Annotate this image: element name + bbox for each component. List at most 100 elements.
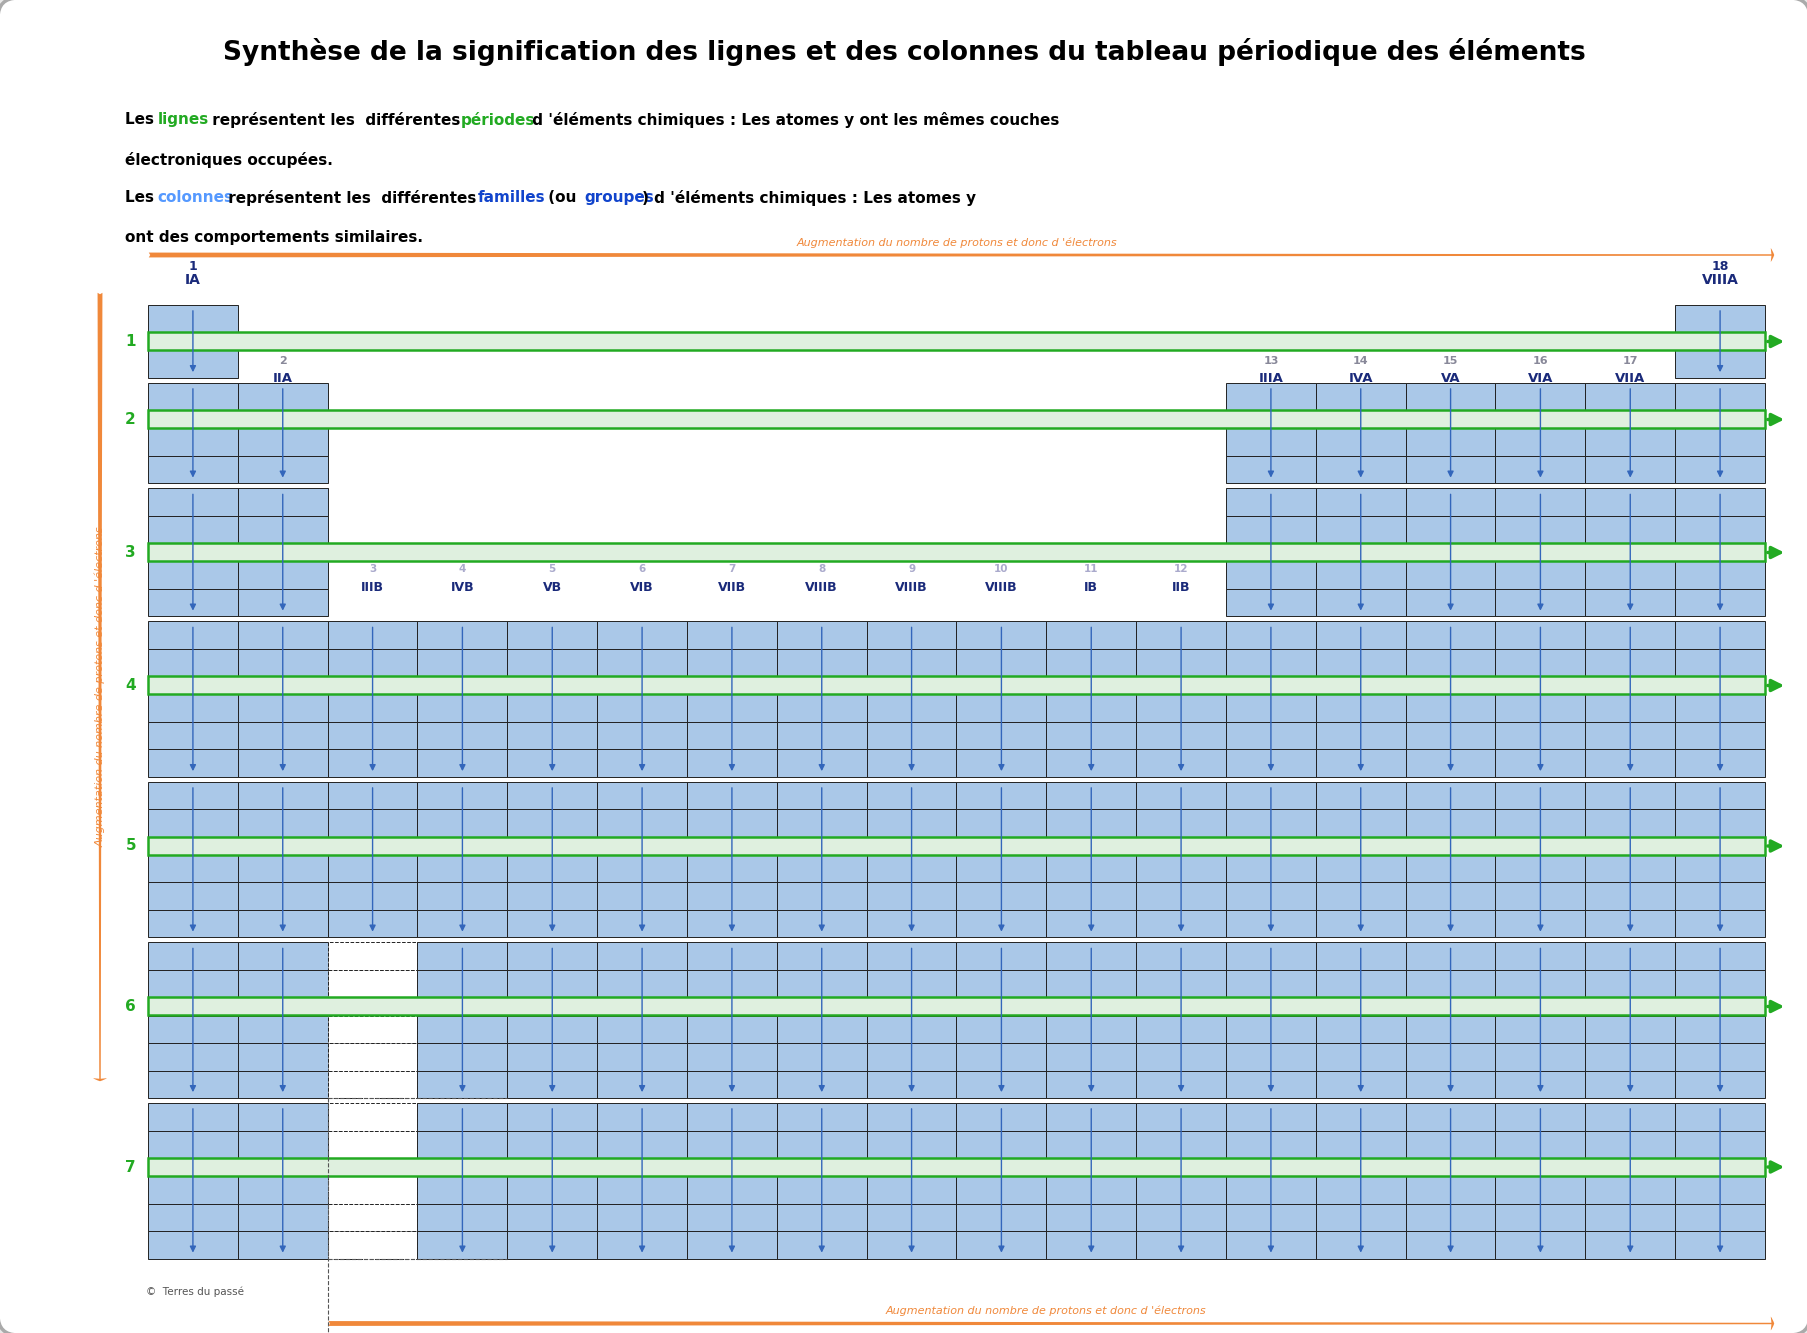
Bar	[148, 882, 239, 910]
Bar	[239, 488, 327, 516]
Bar	[239, 516, 327, 544]
Bar	[1585, 1042, 1675, 1070]
Text: 9: 9	[907, 564, 914, 575]
Text: VA: VA	[1440, 372, 1460, 385]
Bar	[1315, 694, 1404, 722]
Bar	[866, 809, 956, 837]
Bar	[1494, 722, 1585, 749]
Bar	[687, 1230, 777, 1258]
Bar	[148, 1016, 239, 1042]
Bar	[239, 561, 327, 589]
Bar	[777, 782, 866, 809]
Bar	[1585, 516, 1675, 544]
Bar	[1675, 589, 1764, 616]
Bar	[148, 621, 239, 649]
Bar	[1404, 809, 1494, 837]
Bar	[1315, 1102, 1404, 1130]
Bar	[1404, 749, 1494, 777]
Bar	[1494, 1070, 1585, 1098]
Bar	[508, 1230, 596, 1258]
Bar	[956, 942, 1046, 970]
Bar	[1494, 1230, 1585, 1258]
Bar	[1135, 1130, 1225, 1158]
Text: 4: 4	[459, 564, 466, 575]
Bar	[1135, 1176, 1225, 1204]
Text: Synthèse de la signification des lignes et des colonnes du tableau périodique de: Synthèse de la signification des lignes …	[222, 39, 1585, 67]
Bar	[1046, 1042, 1135, 1070]
Bar	[327, 1230, 417, 1258]
Bar	[866, 882, 956, 910]
Bar	[148, 782, 239, 809]
Bar	[1315, 882, 1404, 910]
Bar	[1675, 1070, 1764, 1098]
Text: 11: 11	[1084, 564, 1099, 575]
Bar	[508, 910, 596, 937]
Bar	[417, 882, 508, 910]
Text: 17: 17	[1621, 356, 1637, 365]
Bar	[1585, 782, 1675, 809]
Bar	[508, 722, 596, 749]
Text: colonnes: colonnes	[157, 191, 233, 205]
Text: 12: 12	[1173, 564, 1187, 575]
Bar	[148, 677, 1764, 694]
Bar	[1675, 561, 1764, 589]
Bar	[1494, 749, 1585, 777]
Bar	[239, 1130, 327, 1158]
Bar	[417, 1016, 508, 1042]
Bar	[1675, 621, 1764, 649]
Bar	[1404, 589, 1494, 616]
Bar	[596, 722, 687, 749]
Text: IIB: IIB	[1171, 581, 1189, 595]
Bar	[1315, 854, 1404, 882]
Text: Augmentation du nombre de protons et donc d 'électrons: Augmentation du nombre de protons et don…	[795, 237, 1117, 248]
Text: 5: 5	[548, 564, 555, 575]
Bar	[1225, 749, 1315, 777]
Bar	[777, 1176, 866, 1204]
Bar	[866, 1230, 956, 1258]
Text: 3: 3	[125, 545, 136, 560]
Bar	[239, 456, 327, 484]
Bar	[1046, 1102, 1135, 1130]
Text: IIIB: IIIB	[361, 581, 383, 595]
Text: Les: Les	[125, 191, 159, 205]
Bar	[1046, 1176, 1135, 1204]
Bar	[1494, 1204, 1585, 1230]
Bar	[1675, 1204, 1764, 1230]
Bar	[777, 882, 866, 910]
Bar	[1046, 694, 1135, 722]
Text: Augmentation du nombre de protons et donc d 'électrons: Augmentation du nombre de protons et don…	[94, 527, 105, 848]
Bar	[1585, 1204, 1675, 1230]
Text: IVA: IVA	[1348, 372, 1372, 385]
Bar	[956, 1102, 1046, 1130]
Bar	[1315, 488, 1404, 516]
Bar	[148, 854, 239, 882]
Bar	[1404, 694, 1494, 722]
Bar	[148, 1230, 239, 1258]
Bar	[239, 1016, 327, 1042]
Bar	[1225, 694, 1315, 722]
Text: lignes: lignes	[157, 112, 210, 127]
Bar	[956, 1070, 1046, 1098]
Bar	[1225, 809, 1315, 837]
Bar	[417, 1070, 508, 1098]
Bar	[1315, 383, 1404, 411]
Bar	[1135, 1042, 1225, 1070]
Bar	[777, 621, 866, 649]
Bar	[1675, 305, 1764, 332]
Bar	[596, 1070, 687, 1098]
Bar	[1494, 694, 1585, 722]
Bar	[508, 882, 596, 910]
Bar	[777, 854, 866, 882]
Bar	[148, 1176, 239, 1204]
Bar	[1046, 970, 1135, 997]
Bar	[956, 782, 1046, 809]
Bar	[1135, 882, 1225, 910]
Bar	[866, 1042, 956, 1070]
Bar	[239, 749, 327, 777]
Bar	[239, 942, 327, 970]
Bar	[1675, 782, 1764, 809]
Bar	[148, 809, 239, 837]
Text: IA: IA	[184, 273, 201, 287]
Bar	[596, 882, 687, 910]
Bar	[1225, 1102, 1315, 1130]
